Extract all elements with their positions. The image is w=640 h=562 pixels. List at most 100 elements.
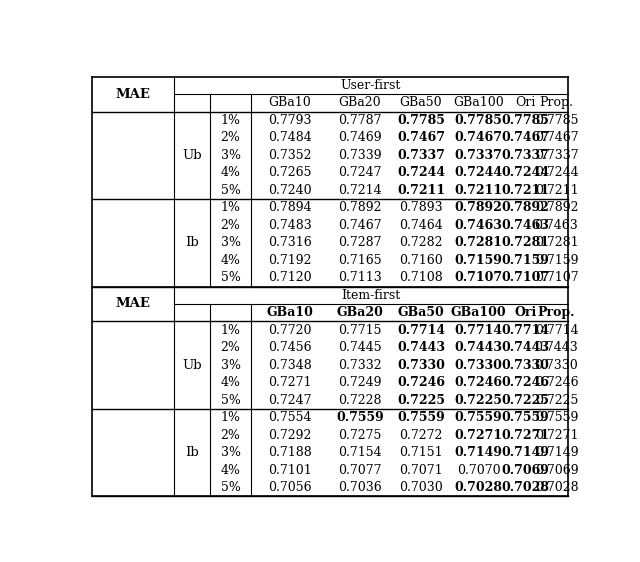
Text: 0.7463: 0.7463 xyxy=(534,219,579,232)
Text: 0.7467: 0.7467 xyxy=(534,132,579,144)
Text: 0.7211: 0.7211 xyxy=(501,184,549,197)
Text: 0.7244: 0.7244 xyxy=(534,166,579,179)
Text: 0.7159: 0.7159 xyxy=(501,254,549,267)
Text: 0.7330: 0.7330 xyxy=(501,359,549,371)
Text: 4%: 4% xyxy=(221,254,241,267)
Text: 0.7785: 0.7785 xyxy=(455,114,502,127)
Text: 0.7463: 0.7463 xyxy=(501,219,549,232)
Text: 0.7271: 0.7271 xyxy=(454,429,503,442)
Text: 0.7785: 0.7785 xyxy=(501,114,549,127)
Text: 0.7271: 0.7271 xyxy=(535,429,578,442)
Text: 0.7240: 0.7240 xyxy=(268,184,312,197)
Text: 0.7559: 0.7559 xyxy=(336,411,384,424)
Text: 0.7456: 0.7456 xyxy=(268,341,312,354)
Text: 0.7714: 0.7714 xyxy=(534,324,579,337)
Text: 4%: 4% xyxy=(221,376,241,389)
Text: 0.7107: 0.7107 xyxy=(454,271,503,284)
Text: 0.7028: 0.7028 xyxy=(454,481,502,494)
Text: 0.7271: 0.7271 xyxy=(501,429,549,442)
Text: 0.7292: 0.7292 xyxy=(268,429,312,442)
Text: 0.7892: 0.7892 xyxy=(455,201,502,214)
Text: Ub: Ub xyxy=(182,359,202,371)
Text: 0.7287: 0.7287 xyxy=(338,236,381,250)
Text: 0.7271: 0.7271 xyxy=(268,376,312,389)
Text: 0.7892: 0.7892 xyxy=(535,201,578,214)
Text: User-first: User-first xyxy=(340,79,401,92)
Text: 0.7165: 0.7165 xyxy=(338,254,381,267)
Text: 1%: 1% xyxy=(221,114,241,127)
Text: 0.7246: 0.7246 xyxy=(501,376,549,389)
Text: 0.7464: 0.7464 xyxy=(399,219,443,232)
Text: 0.7443: 0.7443 xyxy=(397,341,445,354)
Text: 0.7445: 0.7445 xyxy=(338,341,381,354)
Text: 0.7787: 0.7787 xyxy=(338,114,381,127)
Text: 0.7893: 0.7893 xyxy=(399,201,443,214)
Text: 0.7036: 0.7036 xyxy=(338,481,382,494)
Text: GBa10: GBa10 xyxy=(267,306,314,319)
Text: 0.7892: 0.7892 xyxy=(501,201,549,214)
Text: 4%: 4% xyxy=(221,464,241,477)
Text: Ori: Ori xyxy=(515,97,536,110)
Text: 3%: 3% xyxy=(221,149,241,162)
Text: 0.7894: 0.7894 xyxy=(268,201,312,214)
Text: 0.7265: 0.7265 xyxy=(268,166,312,179)
Text: 0.7028: 0.7028 xyxy=(534,481,579,494)
Text: 0.7348: 0.7348 xyxy=(268,359,312,371)
Text: 0.7785: 0.7785 xyxy=(397,114,445,127)
Text: 0.7225: 0.7225 xyxy=(397,393,445,407)
Text: 0.7484: 0.7484 xyxy=(268,132,312,144)
Text: 5%: 5% xyxy=(221,271,241,284)
Text: 0.7225: 0.7225 xyxy=(454,393,502,407)
Text: Ori: Ori xyxy=(515,306,536,319)
Text: 0.7069: 0.7069 xyxy=(501,464,549,477)
Text: GBa100: GBa100 xyxy=(451,306,506,319)
Text: 0.7149: 0.7149 xyxy=(501,446,549,459)
Text: 0.7443: 0.7443 xyxy=(501,341,549,354)
Text: MAE: MAE xyxy=(115,297,150,310)
Text: 0.7554: 0.7554 xyxy=(268,411,312,424)
Text: 0.7282: 0.7282 xyxy=(399,236,443,250)
Text: 4%: 4% xyxy=(221,166,241,179)
Text: 0.7559: 0.7559 xyxy=(455,411,502,424)
Text: 2%: 2% xyxy=(221,132,241,144)
Text: GBa10: GBa10 xyxy=(269,97,312,110)
Text: 0.7077: 0.7077 xyxy=(338,464,381,477)
Text: 0.7108: 0.7108 xyxy=(399,271,443,284)
Text: 0.7339: 0.7339 xyxy=(338,149,381,162)
Text: 0.7443: 0.7443 xyxy=(454,341,502,354)
Text: 0.7113: 0.7113 xyxy=(338,271,382,284)
Text: 0.7071: 0.7071 xyxy=(399,464,443,477)
Text: 1%: 1% xyxy=(221,324,241,337)
Text: 0.7107: 0.7107 xyxy=(501,271,549,284)
Text: 0.7316: 0.7316 xyxy=(268,236,312,250)
Text: 0.7056: 0.7056 xyxy=(268,481,312,494)
Text: 0.7467: 0.7467 xyxy=(501,132,549,144)
Text: 0.7159: 0.7159 xyxy=(535,254,578,267)
Text: 0.7211: 0.7211 xyxy=(534,184,579,197)
Text: 0.7720: 0.7720 xyxy=(268,324,312,337)
Text: 0.7249: 0.7249 xyxy=(338,376,381,389)
Text: 0.7120: 0.7120 xyxy=(268,271,312,284)
Text: 0.7330: 0.7330 xyxy=(455,359,502,371)
Text: 0.7246: 0.7246 xyxy=(397,376,445,389)
Text: 0.7559: 0.7559 xyxy=(397,411,445,424)
Text: 5%: 5% xyxy=(221,393,241,407)
Text: 5%: 5% xyxy=(221,481,241,494)
Text: 0.7275: 0.7275 xyxy=(338,429,381,442)
Text: 0.7337: 0.7337 xyxy=(534,149,579,162)
Text: 0.7483: 0.7483 xyxy=(268,219,312,232)
Text: Ib: Ib xyxy=(185,236,198,250)
Text: 0.7244: 0.7244 xyxy=(501,166,549,179)
Text: 1%: 1% xyxy=(221,201,241,214)
Text: 0.7160: 0.7160 xyxy=(399,254,443,267)
Text: 0.7352: 0.7352 xyxy=(268,149,312,162)
Text: 0.7785: 0.7785 xyxy=(535,114,578,127)
Text: Prop.: Prop. xyxy=(540,97,573,110)
Text: 0.7246: 0.7246 xyxy=(454,376,502,389)
Text: 0.7469: 0.7469 xyxy=(338,132,381,144)
Text: 0.7793: 0.7793 xyxy=(268,114,312,127)
Text: Prop.: Prop. xyxy=(538,306,575,319)
Text: 2%: 2% xyxy=(221,429,241,442)
Text: GBa50: GBa50 xyxy=(397,306,444,319)
Text: 0.7244: 0.7244 xyxy=(397,166,445,179)
